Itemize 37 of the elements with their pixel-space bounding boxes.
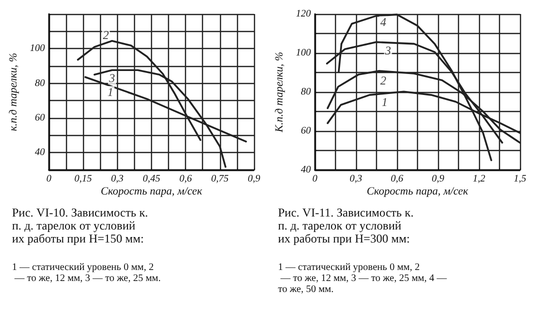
x-tick-label: 0,3 xyxy=(350,174,362,184)
x-tick-label: 0,3 xyxy=(111,174,124,184)
x-tick-label: 0,9 xyxy=(248,174,260,184)
x-tick-label: 1,2 xyxy=(472,174,486,184)
y-tick-label: 100 xyxy=(296,48,311,58)
annotation: 1 xyxy=(382,94,388,109)
y-tick-label: 80 xyxy=(300,86,311,98)
y-axis-title: К.п.д тарелки, % xyxy=(274,52,286,134)
x-tick-label: 0,6 xyxy=(179,174,192,184)
text: 1 — статический уровень 0 мм, 2 — то же, 12 мм, 3 — то же, 25 мм. xyxy=(12,262,161,284)
y-tick-label: 60 xyxy=(300,126,311,136)
annotation: 1 xyxy=(107,85,114,99)
y-tick-label: 100 xyxy=(30,43,45,54)
y-tick-label: 40 xyxy=(300,164,311,176)
annotation: 3 xyxy=(384,43,392,58)
text: Рис. VI-10. Зависимость к. п. д. тарелок от условий их работы при H=150 мм: xyxy=(12,206,152,246)
text: Рис. VI-11. Зависимость к. п. д. тарелок от условий их работы при H=300 мм: xyxy=(278,206,417,246)
x-tick-label: 0 xyxy=(46,174,52,184)
x-tick-label: 1,5 xyxy=(514,174,526,184)
x-tick-label: 0,9 xyxy=(432,174,444,184)
x-tick-label: 0 xyxy=(312,174,318,184)
annotation: 2 xyxy=(102,28,109,42)
annotation: 3 xyxy=(108,71,116,86)
x-axis-title: Скорость пара, м/сек xyxy=(100,186,204,198)
annotation: 2 xyxy=(380,73,386,88)
annotation: 4 xyxy=(380,15,386,30)
y-tick-label: 80 xyxy=(34,78,45,89)
y-tick-label: 60 xyxy=(34,112,45,124)
y-tick-label: 120 xyxy=(296,8,311,20)
x-tick-label: 0,75 xyxy=(211,174,229,184)
x-tick-label: 0,45 xyxy=(142,174,160,184)
text: 1 — статический уровень 0 мм, 2 — то же, 12 мм, 3 — то же, 25 мм, 4 — то же, 50 мм. xyxy=(278,262,450,295)
x-axis-title: Скорость пара, м/сек xyxy=(366,186,470,198)
x-tick-label: 0,6 xyxy=(390,174,404,184)
y-tick-label: 40 xyxy=(34,147,45,158)
x-tick-label: 0,15 xyxy=(74,174,92,184)
y-axis-title: к.п.д тарелки, % xyxy=(8,52,20,132)
